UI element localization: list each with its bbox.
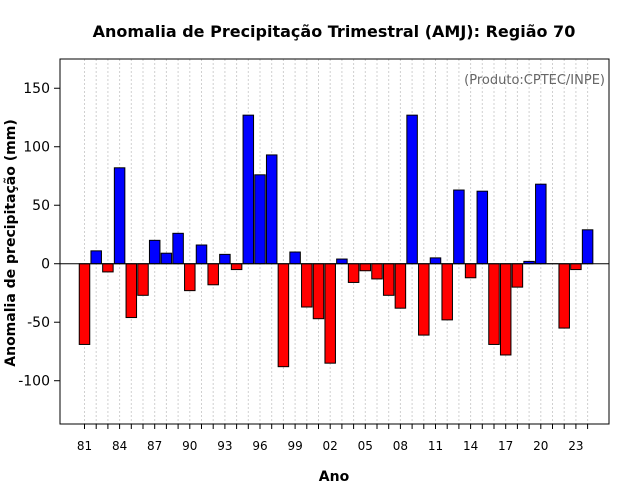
x-tick-label: 17 (498, 439, 513, 453)
bar-1984 (113, 167, 126, 265)
bar-1990 (184, 263, 196, 292)
y-tick-label: 0 (41, 257, 50, 273)
x-tick-label: 20 (533, 439, 548, 453)
y-axis-label: Anomalia de precipitação (mm) (3, 119, 19, 366)
bar-1985 (125, 263, 138, 319)
bar-2009 (406, 114, 418, 265)
bar-2007 (382, 263, 395, 296)
bar-2024 (581, 229, 594, 265)
x-axis-label: Ano (319, 469, 350, 485)
y-tick-label: -100 (18, 374, 50, 390)
bar-2005 (359, 263, 372, 272)
bar-2023 (570, 263, 582, 271)
x-tick-label: 84 (112, 439, 127, 453)
bar-2017 (499, 263, 512, 356)
bar-2000 (301, 263, 313, 308)
bar-1987 (148, 239, 161, 265)
y-tick-label: -50 (27, 315, 50, 331)
bar-1986 (137, 263, 149, 296)
bar-1999 (289, 251, 301, 265)
x-tick-label: 81 (77, 439, 92, 453)
x-tick-label: 87 (147, 439, 162, 453)
x-tick-label: 08 (393, 439, 408, 453)
y-tick-label: 150 (23, 81, 50, 97)
bar-1998 (277, 263, 290, 368)
bar-1996 (254, 174, 266, 265)
bar-2006 (371, 263, 383, 280)
source-annotation: (Produto:CPTEC/INPE) (464, 73, 605, 88)
x-tick-label: 90 (182, 439, 197, 453)
x-tick-label: 14 (463, 439, 478, 453)
x-axis: 81 84 87 90 93 96 99 02 05 08 11 14 17 20 23 (77, 424, 589, 453)
bar-2015 (476, 190, 489, 265)
y-tick-label: 100 (23, 140, 50, 156)
chart-title: Anomalia de Precipitação Trimestral (AMJ… (93, 22, 576, 41)
bar-1997 (265, 154, 278, 265)
x-tick-label: 93 (217, 439, 232, 453)
bar-2008 (394, 263, 407, 309)
bar-1994 (230, 263, 243, 271)
bar-2001 (312, 263, 325, 320)
x-tick-label: 11 (428, 439, 443, 453)
grid (84, 59, 589, 424)
bar-2010 (418, 263, 430, 336)
bar-1991 (195, 244, 208, 265)
y-axis: -100 -50 0 50 100 150 (18, 81, 60, 390)
bar-1989 (172, 232, 184, 265)
bar-1993 (219, 253, 231, 265)
bar-1995 (242, 114, 255, 265)
bar-2016 (488, 263, 500, 345)
bar-1988 (160, 252, 173, 265)
bar-1981 (78, 263, 91, 345)
x-tick-label: 96 (252, 439, 267, 453)
bar-2020 (535, 183, 547, 265)
bar-2003 (336, 258, 348, 265)
y-tick-label: 50 (32, 198, 50, 214)
x-tick-label: 02 (323, 439, 338, 453)
bar-2022 (558, 263, 570, 329)
bar-2004 (347, 263, 360, 283)
bar-2013 (453, 189, 465, 265)
x-tick-label: 99 (287, 439, 302, 453)
x-tick-label: 05 (358, 439, 373, 453)
bar-2012 (441, 263, 453, 321)
bar-2002 (324, 263, 336, 364)
bar-1983 (102, 263, 114, 273)
x-tick-label: 23 (568, 439, 583, 453)
bar-2011 (429, 257, 442, 265)
bar-1982 (90, 250, 102, 265)
bar-1992 (207, 263, 219, 286)
bar-2018 (511, 263, 524, 288)
plot-frame (59, 58, 610, 425)
bar-2014 (464, 263, 477, 279)
bars (78, 114, 594, 368)
